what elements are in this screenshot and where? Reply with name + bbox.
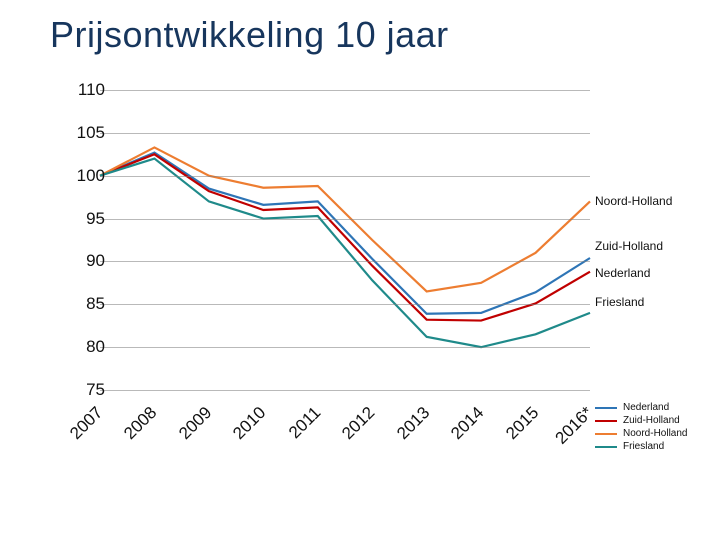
x-tick-label: 2010 [230,403,271,444]
x-tick-label: 2012 [338,403,379,444]
x-tick-label: 2009 [175,403,216,444]
y-tick-label: 100 [60,166,105,186]
series-lines [100,90,590,390]
grid-line [100,90,590,91]
legend-label: Friesland [623,442,664,452]
grid-line [100,304,590,305]
y-tick-label: 75 [60,380,105,400]
x-tick-label: 2016* [552,403,598,449]
legend-swatch [595,407,617,410]
slide: Prijsontwikkeling 10 jaar 75 80 85 90 95 100 1… [0,0,720,540]
grid-line [100,347,590,348]
legend-item: Friesland [595,442,687,452]
legend-swatch [595,420,617,423]
grid-line [100,176,590,177]
grid-line [100,219,590,220]
y-tick-label: 85 [60,294,105,314]
grid-line [100,133,590,134]
inner-legend-label: Noord-Holland [595,195,672,208]
grid-line [100,261,590,262]
series-zuid-holland [100,154,590,320]
x-tick-label: 2015 [502,403,543,444]
legend-label: Nederland [623,403,669,413]
series-friesland [100,159,590,348]
legend-item: Nederland [595,403,687,413]
y-tick-label: 95 [60,209,105,229]
inner-legend-label: Friesland [595,296,644,309]
x-tick-label: 2007 [66,403,107,444]
legend-label: Noord-Holland [623,429,687,439]
page-title: Prijsontwikkeling 10 jaar [50,14,449,56]
y-tick-label: 110 [60,80,105,100]
series-nederland [100,153,590,314]
plot-area [100,90,590,390]
legend-item: Noord-Holland [595,429,687,439]
x-tick-label: 2011 [285,403,325,443]
inner-legend-label: Zuid-Holland [595,240,663,253]
x-tick-label: 2008 [121,403,162,444]
grid-line [100,390,590,391]
legend-swatch [595,433,617,436]
y-tick-label: 90 [60,251,105,271]
inner-legend-label: Nederland [595,267,650,280]
legend-label: Zuid-Holland [623,416,680,426]
x-tick-label: 2014 [447,403,488,444]
legend: Nederland Zuid-Holland Noord-Holland Friesl… [595,400,687,455]
x-tick-label: 2013 [393,403,434,444]
y-tick-label: 80 [60,337,105,357]
y-tick-label: 105 [60,123,105,143]
legend-item: Zuid-Holland [595,416,687,426]
legend-swatch [595,446,617,449]
line-chart: 7580859095100105110200720082009201020112… [45,90,605,430]
